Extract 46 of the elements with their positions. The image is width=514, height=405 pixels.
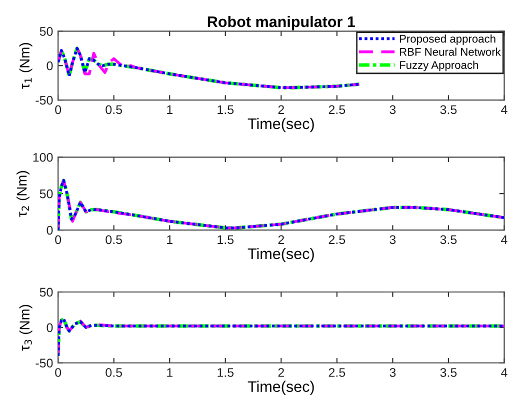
x-tick-label: 3 [390,368,396,377]
y-tick-label: 0 [46,226,53,235]
y-tick-label: 0 [46,323,53,332]
x-tick-label: 2 [278,368,284,377]
x-tick-label: 0.5 [106,368,122,377]
x-axis-title: Time(sec) [248,380,314,396]
x-tick-label: 3.5 [440,105,457,114]
y-tick-label: -50 [36,96,53,105]
chart-title: Robot manipulator 1 [208,16,356,30]
x-axis-title: Time(sec) [248,118,314,132]
y-axis-title: τ$_{1}$ (Nm) [19,43,32,89]
x-tick-label: 4 [501,368,508,377]
legend-label: RBF Neural Network [400,48,501,56]
y-tick-label: 50 [40,189,53,198]
x-tick-label: 4 [501,105,508,114]
x-tick-label: 1.5 [218,368,234,377]
x-tick-label: 0 [55,105,62,114]
x-tick-label: 3.5 [440,368,457,377]
x-tick-label: 1 [167,368,172,377]
y-tick-label: -50 [36,358,53,368]
x-tick-label: 3.5 [440,235,457,244]
x-tick-label: 0 [55,235,62,244]
y-tick-label: 100 [33,152,53,162]
y-axis-title: τ$_{2}$ (Nm) [16,171,30,217]
x-tick-label: 2 [278,235,284,244]
y-axis-title: τ$_{3}$ (Nm) [19,304,32,351]
x-tick-label: 1.5 [218,235,234,244]
x-tick-label: 2.5 [328,368,346,377]
y-tick-label: 0 [46,61,53,70]
x-tick-label: 2.5 [328,235,346,244]
x-tick-label: 2.5 [328,105,346,114]
x-tick-label: 0 [55,368,62,377]
x-axis-title: Time(sec) [248,248,314,262]
x-tick-label: 4 [501,235,508,244]
x-tick-label: 1.5 [218,105,234,114]
legend-label: Fuzzy Approach [400,60,478,72]
y-tick-label: 50 [40,26,53,36]
y-tick-label: 50 [40,288,53,297]
x-tick-label: 0.5 [106,105,122,114]
x-tick-label: 3 [390,105,396,114]
x-tick-label: 0.5 [106,235,122,244]
x-tick-label: 1 [167,105,172,114]
x-tick-label: 2 [278,105,284,114]
x-tick-label: 3 [390,235,396,244]
x-tick-label: 1 [167,235,172,244]
legend-label: Proposed approach [400,34,496,45]
